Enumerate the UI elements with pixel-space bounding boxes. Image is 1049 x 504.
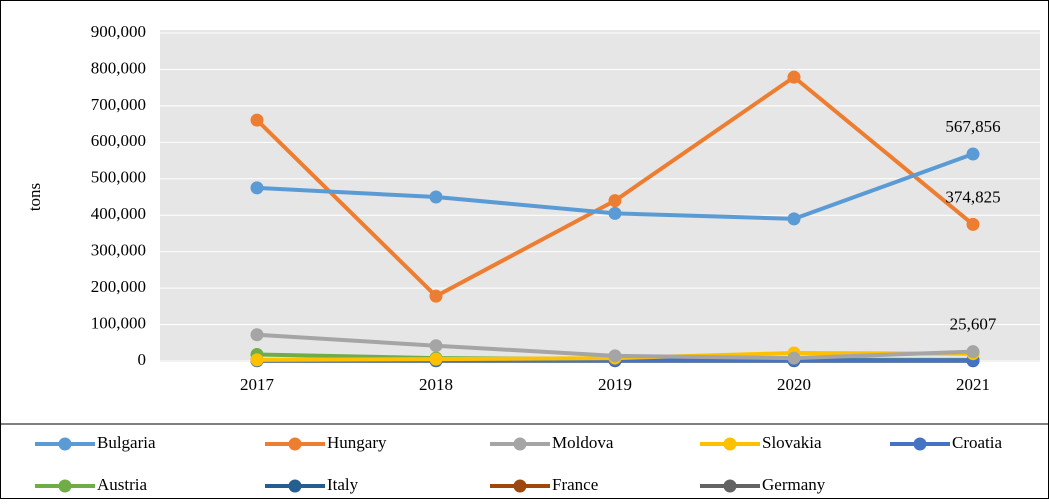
data-point — [250, 181, 264, 195]
plot-area — [160, 30, 1040, 362]
data-point — [250, 353, 264, 367]
data-point — [787, 351, 801, 365]
legend-marker — [513, 479, 527, 493]
legend-label: Germany — [762, 475, 826, 494]
legend-label: Croatia — [952, 433, 1002, 452]
legend-label: Austria — [97, 475, 148, 494]
y-tick-label: 800,000 — [91, 58, 146, 77]
data-point — [429, 289, 443, 303]
x-tick-label: 2020 — [777, 375, 811, 394]
data-point — [250, 328, 264, 342]
y-tick-label: 100,000 — [91, 313, 146, 332]
y-tick-label: 700,000 — [91, 95, 146, 114]
data-point — [787, 212, 801, 226]
legend-marker — [513, 437, 527, 451]
y-tick-label: 500,000 — [91, 168, 146, 187]
y-tick-label: 900,000 — [91, 22, 146, 41]
legend-marker — [723, 479, 737, 493]
x-tick-label: 2017 — [240, 375, 275, 394]
y-tick-label: 600,000 — [91, 131, 146, 150]
data-point — [608, 206, 622, 220]
data-label: 567,856 — [945, 117, 1000, 136]
y-axis-label: tons — [25, 183, 44, 211]
data-point — [429, 339, 443, 353]
legend-label: Moldova — [552, 433, 614, 452]
data-point — [966, 147, 980, 161]
legend-label: France — [552, 475, 598, 494]
data-point — [429, 352, 443, 366]
legend-marker — [913, 437, 927, 451]
data-point — [250, 113, 264, 127]
legend-label: Hungary — [327, 433, 387, 452]
data-label: 25,607 — [950, 315, 997, 334]
legend-marker — [288, 437, 302, 451]
data-point — [966, 217, 980, 231]
data-point — [608, 349, 622, 363]
y-tick-label: 200,000 — [91, 277, 146, 296]
x-tick-label: 2021 — [956, 375, 990, 394]
legend-marker — [288, 479, 302, 493]
x-tick-label: 2019 — [598, 375, 632, 394]
data-point — [429, 190, 443, 204]
legend-label: Italy — [327, 475, 359, 494]
y-tick-label: 400,000 — [91, 204, 146, 223]
data-point — [966, 345, 980, 359]
data-point — [787, 70, 801, 84]
legend-marker — [58, 437, 72, 451]
x-tick-label: 2018 — [419, 375, 453, 394]
data-label: 374,825 — [945, 187, 1000, 206]
legend-marker — [58, 479, 72, 493]
y-tick-label: 0 — [138, 350, 147, 369]
data-point — [608, 194, 622, 208]
legend-label: Bulgaria — [97, 433, 156, 452]
legend-label: Slovakia — [762, 433, 822, 452]
y-tick-label: 300,000 — [91, 241, 146, 260]
legend-marker — [723, 437, 737, 451]
